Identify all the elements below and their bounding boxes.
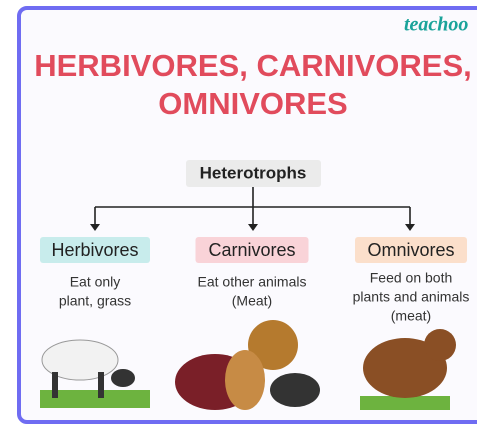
node-description: Feed on both bbox=[370, 270, 453, 286]
infographic: teachoo HERBIVORES, CARNIVORES, OMNIVORE… bbox=[0, 0, 477, 427]
brand: teachoo bbox=[404, 14, 468, 36]
node-description: Eat other animals bbox=[198, 274, 307, 290]
node-label: Carnivores bbox=[208, 240, 295, 260]
node-description: Eat only bbox=[70, 274, 121, 290]
root-label: Heterotrophs bbox=[200, 163, 307, 182]
node-description: plant, grass bbox=[59, 293, 131, 309]
page: teachoo HERBIVORES, CARNIVORES, OMNIVORE… bbox=[0, 0, 477, 427]
node-description: (Meat) bbox=[232, 293, 272, 309]
node-description: (meat) bbox=[391, 308, 431, 324]
node-description: plants and animals bbox=[353, 289, 470, 305]
node-label: Omnivores bbox=[367, 240, 454, 260]
title-line: HERBIVORES, CARNIVORES, bbox=[34, 48, 472, 83]
title-line: OMNIVORES bbox=[158, 86, 347, 121]
node-label: Herbivores bbox=[51, 240, 138, 260]
